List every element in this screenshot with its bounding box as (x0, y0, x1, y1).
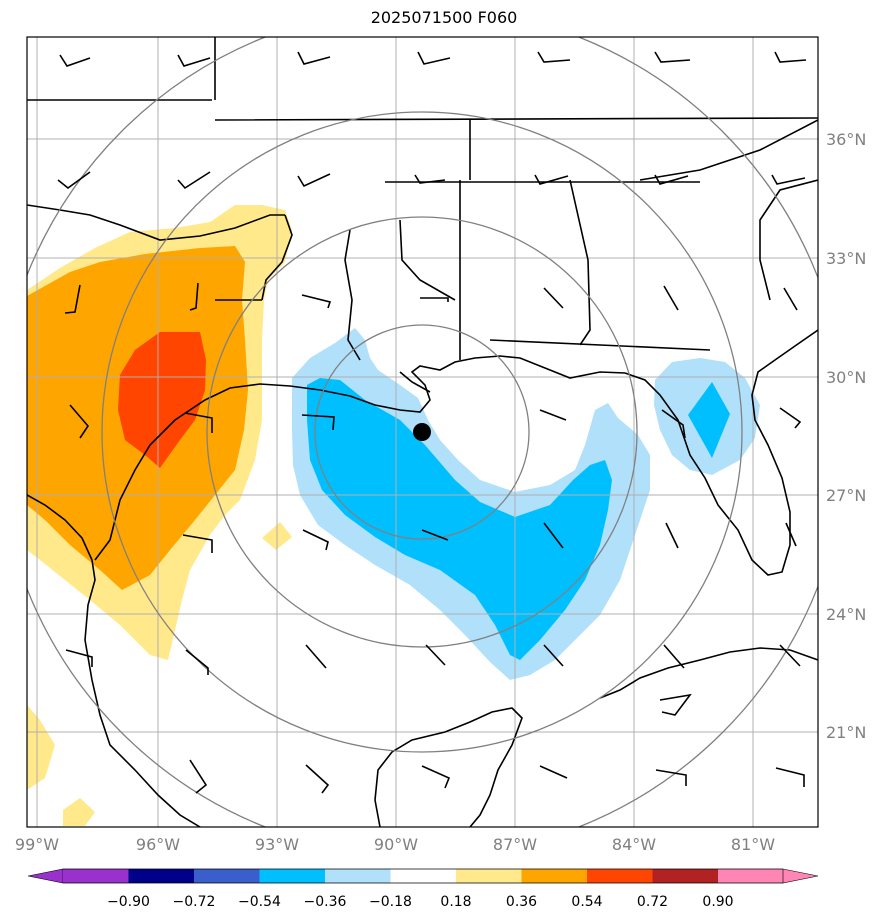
colorbar-segment (521, 869, 587, 883)
lat-label: 27°N (826, 486, 866, 505)
wind-barbs (57, 51, 807, 794)
colorbar-segment (63, 869, 129, 883)
colorbar-segment (27, 868, 64, 884)
colorbar-segment (128, 869, 194, 883)
colorbar-segment (325, 869, 391, 883)
map-canvas (27, 37, 818, 827)
colorbar-segment (782, 868, 819, 884)
colorbar: −0.90 −0.72 −0.54 −0.36 −0.18 0.18 0.36 … (27, 868, 819, 910)
colorbar-label: 0.36 (506, 894, 537, 910)
lon-label: 96°W (136, 835, 180, 854)
map-title: 2025071500 F060 (370, 8, 518, 27)
colorbar-segment (194, 869, 260, 883)
colorbar-label: 0.72 (637, 894, 668, 910)
colorbar-segment (587, 869, 653, 883)
lat-label: 21°N (826, 723, 866, 742)
storm-center-marker (413, 423, 431, 441)
negative-anomaly-region (292, 328, 760, 680)
lat-label: 30°N (826, 368, 866, 387)
positive-anomaly-region (27, 205, 292, 826)
colorbar-segment (259, 869, 325, 883)
colorbar-label: 0.90 (702, 894, 733, 910)
colorbar-label: −0.72 (173, 894, 216, 910)
colorbar-label: −0.36 (304, 894, 347, 910)
lat-label: 36°N (826, 130, 866, 149)
lon-label: 90°W (374, 835, 418, 854)
map-frame (26, 36, 819, 828)
coastlines-and-borders (27, 37, 818, 827)
colorbar-label: 0.54 (571, 894, 602, 910)
colorbar-label: 0.18 (440, 894, 471, 910)
colorbar-label: −0.18 (369, 894, 412, 910)
longitude-labels: 99°W 96°W 93°W 90°W 87°W 84°W 81°W (15, 835, 775, 854)
lon-label: 81°W (731, 835, 775, 854)
colorbar-label: −0.54 (238, 894, 281, 910)
range-rings (27, 37, 818, 827)
lon-label: 99°W (15, 835, 59, 854)
colorbar-segment (390, 869, 456, 883)
lon-label: 87°W (493, 835, 537, 854)
lat-label: 33°N (826, 249, 866, 268)
colorbar-segment (456, 869, 522, 883)
lat-label: 24°N (826, 605, 866, 624)
lon-label: 93°W (255, 835, 299, 854)
lon-label: 84°W (612, 835, 656, 854)
colorbar-label: −0.90 (107, 894, 150, 910)
colorbar-segment (718, 869, 783, 883)
latitude-labels: 36°N 33°N 30°N 27°N 24°N 21°N (826, 130, 866, 742)
colorbar-segment (652, 869, 718, 883)
